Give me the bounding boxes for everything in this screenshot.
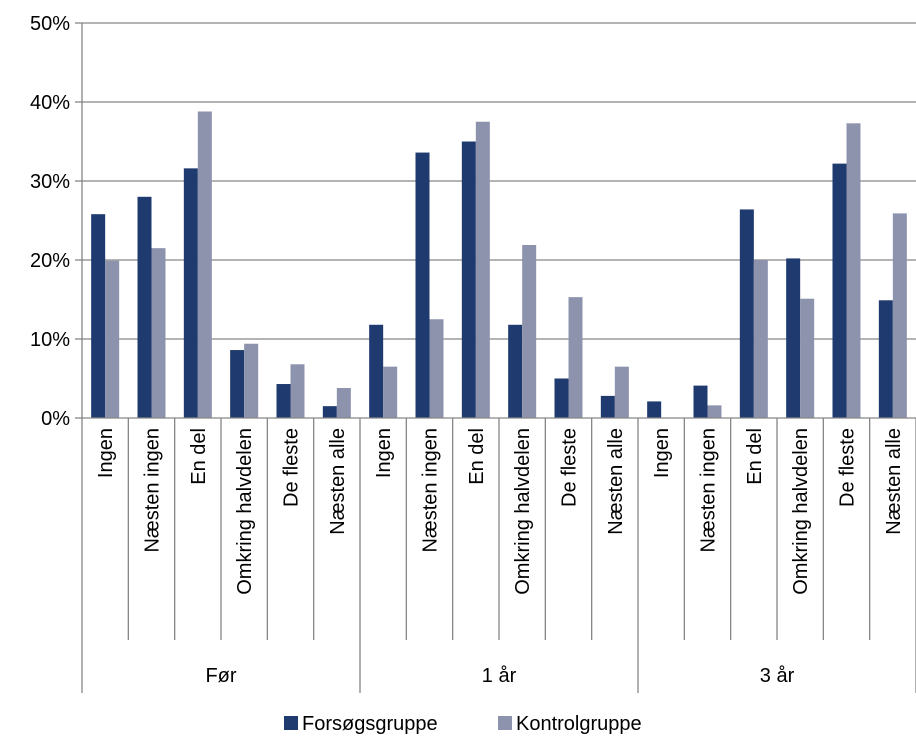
x-category-label: Ingen xyxy=(95,428,117,478)
bar-kontrolgruppe xyxy=(522,244,537,418)
bars xyxy=(91,111,907,418)
bar-forsoegsgruppe xyxy=(878,300,893,418)
bar-forsoegsgruppe xyxy=(230,350,245,418)
x-category-label: Omkring halvdelen xyxy=(234,428,256,595)
bar-forsoegsgruppe xyxy=(322,406,337,418)
x-group-label: 1 år xyxy=(482,665,517,687)
bar-kontrolgruppe xyxy=(846,123,861,418)
x-category-label: Næsten alle xyxy=(883,428,905,535)
x-category-label: Omkring halvdelen xyxy=(790,428,812,595)
bar-kontrolgruppe xyxy=(475,121,490,418)
x-category-label: De fleste xyxy=(837,428,859,507)
bar-forsoegsgruppe xyxy=(183,168,198,418)
x-axis-group-labels: Før 1 år 3 år xyxy=(205,665,794,687)
x-category-label: De fleste xyxy=(559,428,581,507)
y-tick-label: 40% xyxy=(30,92,70,114)
axes xyxy=(75,22,916,693)
x-category-label: De fleste xyxy=(281,428,303,507)
bar-kontrolgruppe xyxy=(429,319,444,418)
x-category-label: Næsten ingen xyxy=(420,428,442,553)
bar-forsoegsgruppe xyxy=(739,209,754,418)
legend: Forsøgsgruppe Kontrolgruppe xyxy=(284,713,642,735)
y-axis-ticks: 0% 10% 20% 30% 40% 50% xyxy=(30,13,70,430)
x-category-label: En del xyxy=(744,428,766,485)
grid-lines xyxy=(82,22,916,340)
legend-label: Forsøgsgruppe xyxy=(302,713,438,735)
bar-forsoegsgruppe xyxy=(137,196,152,418)
y-tick-label: 10% xyxy=(30,329,70,351)
bar-forsoegsgruppe xyxy=(508,324,523,418)
x-category-label: Næsten ingen xyxy=(698,428,720,553)
legend-swatch xyxy=(498,716,512,730)
bar-kontrolgruppe xyxy=(244,343,259,418)
y-tick-label: 20% xyxy=(30,250,70,272)
x-axis-category-labels: Ingen Næsten ingen En del Omkring halvdelen… xyxy=(95,428,905,595)
bar-kontrolgruppe xyxy=(568,297,583,418)
bar-forsoegsgruppe xyxy=(600,395,615,418)
y-tick-label: 30% xyxy=(30,171,70,193)
x-category-label: Ingen xyxy=(373,428,395,478)
bar-forsoegsgruppe xyxy=(91,214,106,418)
bar-forsoegsgruppe xyxy=(786,258,801,418)
bar-forsoegsgruppe xyxy=(693,385,708,418)
x-category-label: Omkring halvdelen xyxy=(512,428,534,595)
x-category-label: Ingen xyxy=(651,428,673,478)
x-category-label: Næsten ingen xyxy=(142,428,164,553)
bar-kontrolgruppe xyxy=(800,298,815,418)
bar-kontrolgruppe xyxy=(614,366,629,418)
bar-kontrolgruppe xyxy=(290,364,305,418)
bar-forsoegsgruppe xyxy=(647,401,662,418)
y-tick-label: 50% xyxy=(30,13,70,35)
bar-forsoegsgruppe xyxy=(369,324,384,418)
bar-kontrolgruppe xyxy=(105,260,120,418)
bar-forsoegsgruppe xyxy=(554,378,569,418)
bar-forsoegsgruppe xyxy=(276,384,291,418)
bar-forsoegsgruppe xyxy=(415,152,430,418)
bar-kontrolgruppe xyxy=(707,405,722,418)
bar-kontrolgruppe xyxy=(892,213,907,418)
y-tick-label: 0% xyxy=(41,408,70,430)
x-category-label: En del xyxy=(466,428,488,485)
bar-kontrolgruppe xyxy=(197,111,212,418)
bar-kontrolgruppe xyxy=(753,260,768,418)
x-category-label: Næsten alle xyxy=(327,428,349,535)
legend-label: Kontrolgruppe xyxy=(516,713,642,735)
bar-kontrolgruppe xyxy=(336,387,351,418)
legend-swatch xyxy=(284,716,298,730)
x-category-label: En del xyxy=(188,428,210,485)
x-group-label: Før xyxy=(205,665,236,687)
bar-kontrolgruppe xyxy=(383,366,398,418)
bar-kontrolgruppe xyxy=(151,248,166,418)
x-category-label: Næsten alle xyxy=(605,428,627,535)
bar-forsoegsgruppe xyxy=(832,163,847,418)
x-group-label: 3 år xyxy=(760,665,795,687)
bar-forsoegsgruppe xyxy=(461,141,476,418)
